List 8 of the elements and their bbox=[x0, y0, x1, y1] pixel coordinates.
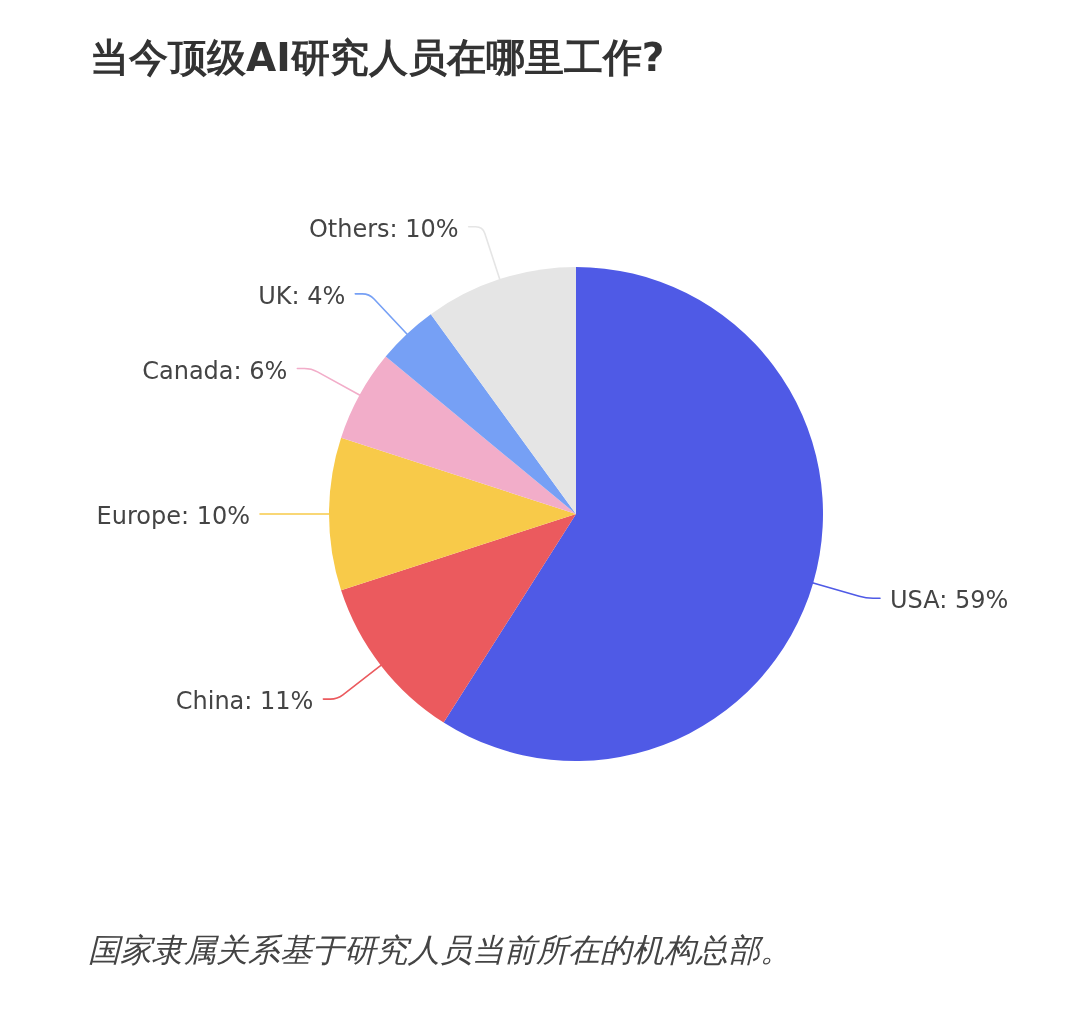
slice-label: Europe: 10% bbox=[96, 502, 250, 531]
slice-label: Canada: 6% bbox=[142, 356, 288, 385]
slice-label: USA: 59% bbox=[890, 586, 1009, 615]
slice-label: Others: 10% bbox=[308, 215, 459, 244]
text: 国家隶属关系基于研究人员当前所在的机构总部。 bbox=[88, 930, 792, 971]
slice-label: China: 11% bbox=[175, 687, 314, 716]
slice-label: UK: 4% bbox=[258, 282, 346, 311]
chart-title: 当今顶级AI研究人员在哪里工作? bbox=[90, 34, 665, 82]
